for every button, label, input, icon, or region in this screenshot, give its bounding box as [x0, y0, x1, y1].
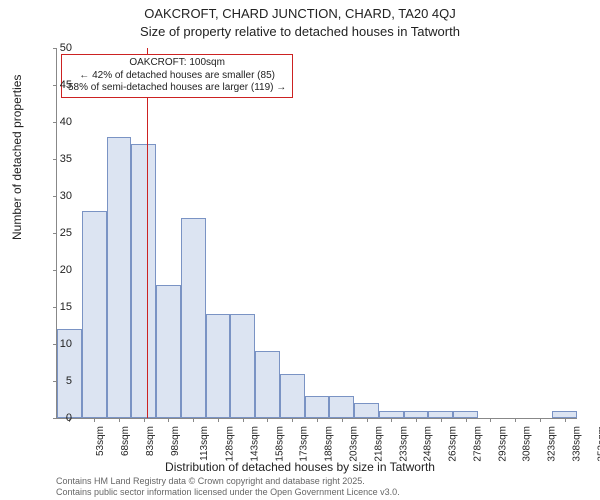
x-tick-mark	[342, 418, 343, 422]
x-tick-label: 338sqm	[571, 426, 582, 462]
x-tick-label: 278sqm	[472, 426, 483, 462]
x-tick-label: 128sqm	[225, 426, 236, 462]
annotation-box: OAKCROFT: 100sqm ← 42% of detached house…	[61, 54, 293, 98]
x-tick-label: 98sqm	[170, 426, 181, 456]
x-tick-mark	[466, 418, 467, 422]
x-tick-mark	[218, 418, 219, 422]
histogram-bar	[156, 285, 181, 418]
histogram-bar	[428, 411, 453, 418]
y-tick-label: 30	[32, 190, 72, 202]
x-tick-mark	[144, 418, 145, 422]
x-axis-label: Distribution of detached houses by size …	[0, 460, 600, 474]
histogram-bar	[329, 396, 354, 418]
x-tick-label: 143sqm	[250, 426, 261, 462]
histogram-bar	[107, 137, 132, 418]
x-tick-mark	[515, 418, 516, 422]
x-tick-label: 83sqm	[145, 426, 156, 456]
histogram-bar	[404, 411, 429, 418]
histogram-bar	[82, 211, 107, 418]
y-tick-label: 35	[32, 153, 72, 165]
histogram-bar	[354, 403, 379, 418]
attribution-text: Contains HM Land Registry data © Crown c…	[56, 476, 400, 498]
y-axis-label: Number of detached properties	[10, 75, 24, 240]
y-tick-label: 25	[32, 227, 72, 239]
x-tick-label: 188sqm	[324, 426, 335, 462]
y-tick-label: 20	[32, 264, 72, 276]
y-tick-label: 50	[32, 42, 72, 54]
annotation-line-1: OAKCROFT: 100sqm	[68, 57, 286, 70]
x-tick-mark	[490, 418, 491, 422]
x-tick-label: 53sqm	[95, 426, 106, 456]
attribution-line-2: Contains public sector information licen…	[56, 487, 400, 498]
histogram-bar	[552, 411, 577, 418]
y-tick-label: 5	[32, 375, 72, 387]
x-tick-mark	[317, 418, 318, 422]
x-tick-label: 68sqm	[120, 426, 131, 456]
annotation-line-3: 58% of semi-detached houses are larger (…	[68, 82, 286, 95]
y-tick-label: 15	[32, 301, 72, 313]
histogram-bar	[305, 396, 330, 418]
attribution-line-1: Contains HM Land Registry data © Crown c…	[56, 476, 400, 487]
x-tick-mark	[119, 418, 120, 422]
x-tick-label: 158sqm	[274, 426, 285, 462]
x-tick-mark	[168, 418, 169, 422]
x-tick-label: 173sqm	[299, 426, 310, 462]
histogram-bar	[181, 218, 206, 418]
x-tick-mark	[391, 418, 392, 422]
x-tick-label: 323sqm	[547, 426, 558, 462]
histogram-bar	[280, 374, 305, 418]
x-tick-label: 263sqm	[448, 426, 459, 462]
annotation-line-2: ← 42% of detached houses are smaller (85…	[68, 70, 286, 83]
y-tick-label: 45	[32, 79, 72, 91]
histogram-bar	[379, 411, 404, 418]
y-tick-label: 10	[32, 338, 72, 350]
histogram-bar	[255, 351, 280, 418]
y-tick-label: 40	[32, 116, 72, 128]
x-tick-mark	[292, 418, 293, 422]
reference-line	[147, 48, 148, 418]
x-tick-mark	[565, 418, 566, 422]
x-tick-label: 248sqm	[423, 426, 434, 462]
x-tick-mark	[267, 418, 268, 422]
x-tick-mark	[416, 418, 417, 422]
x-tick-label: 113sqm	[199, 426, 210, 461]
y-tick-label: 0	[32, 412, 72, 424]
histogram-bar	[453, 411, 478, 418]
x-tick-mark	[441, 418, 442, 422]
chart-title-address: OAKCROFT, CHARD JUNCTION, CHARD, TA20 4Q…	[0, 6, 600, 21]
chart-container: OAKCROFT, CHARD JUNCTION, CHARD, TA20 4Q…	[0, 0, 600, 500]
x-tick-label: 293sqm	[497, 426, 508, 462]
plot-area: OAKCROFT: 100sqm ← 42% of detached house…	[56, 48, 577, 419]
x-tick-label: 308sqm	[522, 426, 533, 462]
x-tick-label: 233sqm	[398, 426, 409, 462]
x-tick-mark	[367, 418, 368, 422]
x-tick-mark	[243, 418, 244, 422]
chart-title-subtitle: Size of property relative to detached ho…	[0, 24, 600, 39]
x-tick-mark	[193, 418, 194, 422]
histogram-bar	[131, 144, 156, 418]
x-tick-mark	[540, 418, 541, 422]
histogram-bar	[206, 314, 231, 418]
x-tick-label: 218sqm	[373, 426, 384, 462]
x-tick-mark	[94, 418, 95, 422]
x-tick-label: 353sqm	[596, 426, 600, 462]
histogram-bar	[230, 314, 255, 418]
x-tick-label: 203sqm	[349, 426, 360, 462]
